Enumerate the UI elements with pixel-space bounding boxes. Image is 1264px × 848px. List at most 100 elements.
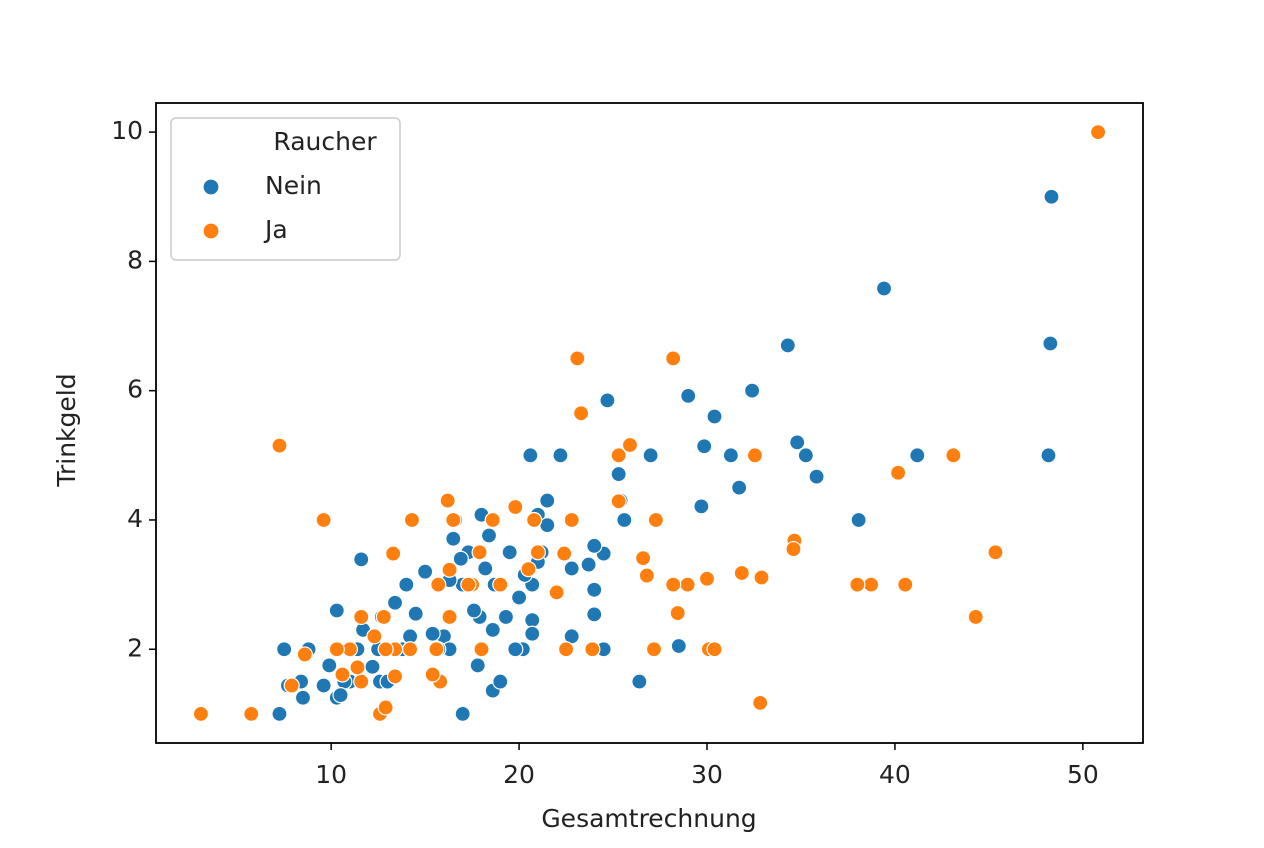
point bbox=[706, 408, 723, 425]
y-tick-label: 6 bbox=[127, 375, 143, 404]
point bbox=[484, 511, 501, 529]
point bbox=[945, 447, 962, 464]
point bbox=[520, 561, 537, 578]
point bbox=[557, 641, 575, 658]
point bbox=[752, 694, 769, 712]
point bbox=[276, 641, 293, 658]
point bbox=[586, 581, 603, 598]
point bbox=[385, 545, 402, 562]
point bbox=[452, 550, 469, 567]
point bbox=[669, 604, 686, 622]
point bbox=[746, 447, 764, 464]
point bbox=[967, 608, 984, 626]
point bbox=[477, 560, 494, 577]
point bbox=[364, 658, 381, 675]
point bbox=[616, 511, 633, 529]
legend-marker bbox=[202, 222, 220, 240]
point bbox=[334, 666, 351, 683]
point bbox=[492, 576, 509, 593]
point bbox=[610, 465, 627, 483]
point bbox=[897, 576, 914, 593]
point bbox=[797, 447, 814, 464]
point bbox=[862, 576, 880, 593]
point bbox=[693, 498, 710, 515]
y-tick-label: 8 bbox=[127, 245, 143, 274]
point bbox=[484, 621, 501, 638]
point bbox=[680, 387, 697, 404]
point bbox=[529, 544, 546, 561]
point bbox=[315, 511, 332, 529]
point bbox=[424, 666, 441, 683]
point bbox=[328, 602, 345, 619]
point bbox=[524, 612, 541, 629]
point bbox=[469, 657, 486, 674]
point bbox=[315, 677, 332, 694]
point bbox=[377, 699, 394, 716]
x-tick-label: 10 bbox=[315, 760, 347, 789]
point bbox=[631, 673, 648, 690]
point bbox=[642, 447, 659, 464]
point bbox=[586, 606, 603, 623]
point bbox=[753, 569, 770, 586]
point bbox=[353, 551, 370, 568]
point bbox=[779, 337, 796, 354]
point bbox=[192, 705, 210, 723]
point bbox=[875, 280, 893, 297]
point bbox=[328, 641, 345, 658]
point bbox=[706, 641, 723, 658]
point bbox=[563, 560, 580, 577]
point bbox=[586, 537, 603, 554]
point bbox=[353, 608, 370, 626]
y-axis-label: Trinkgeld bbox=[52, 373, 81, 487]
point bbox=[635, 550, 652, 567]
y-tick-label: 10 bbox=[111, 116, 143, 145]
point bbox=[696, 438, 713, 455]
point bbox=[731, 479, 748, 496]
point bbox=[698, 570, 716, 587]
point bbox=[283, 677, 300, 694]
point bbox=[349, 659, 366, 676]
point bbox=[522, 447, 539, 464]
point bbox=[638, 567, 655, 584]
point bbox=[552, 447, 569, 464]
point bbox=[679, 576, 696, 593]
point bbox=[665, 576, 682, 593]
point bbox=[375, 608, 392, 626]
point bbox=[353, 673, 370, 690]
x-tick-label: 40 bbox=[879, 760, 911, 789]
point bbox=[665, 350, 682, 367]
point bbox=[789, 434, 806, 451]
point bbox=[1089, 123, 1107, 141]
point bbox=[445, 511, 462, 529]
point bbox=[621, 436, 639, 454]
point bbox=[645, 641, 663, 658]
legend-title: Raucher bbox=[273, 127, 377, 156]
point bbox=[398, 576, 415, 593]
point bbox=[441, 608, 458, 626]
legend-box bbox=[170, 117, 401, 261]
point bbox=[465, 602, 483, 619]
point bbox=[524, 625, 541, 642]
point bbox=[430, 576, 447, 593]
plot-frame bbox=[155, 102, 1144, 744]
point bbox=[510, 589, 528, 606]
x-tick-label: 50 bbox=[1067, 760, 1099, 789]
point bbox=[271, 705, 288, 723]
x-axis-label: Gesamtrechnung bbox=[541, 804, 756, 833]
point bbox=[1040, 447, 1057, 464]
point bbox=[473, 641, 490, 658]
point bbox=[294, 689, 312, 706]
point bbox=[808, 468, 825, 485]
point bbox=[296, 646, 313, 663]
point bbox=[471, 544, 488, 561]
point bbox=[407, 605, 424, 622]
point bbox=[424, 625, 441, 642]
point bbox=[445, 530, 462, 547]
point bbox=[572, 405, 590, 422]
y-tick-label: 2 bbox=[127, 633, 143, 662]
legend-label: Nein bbox=[265, 171, 322, 200]
point bbox=[497, 608, 515, 626]
point bbox=[539, 492, 556, 509]
point bbox=[386, 668, 404, 685]
point bbox=[599, 392, 616, 409]
